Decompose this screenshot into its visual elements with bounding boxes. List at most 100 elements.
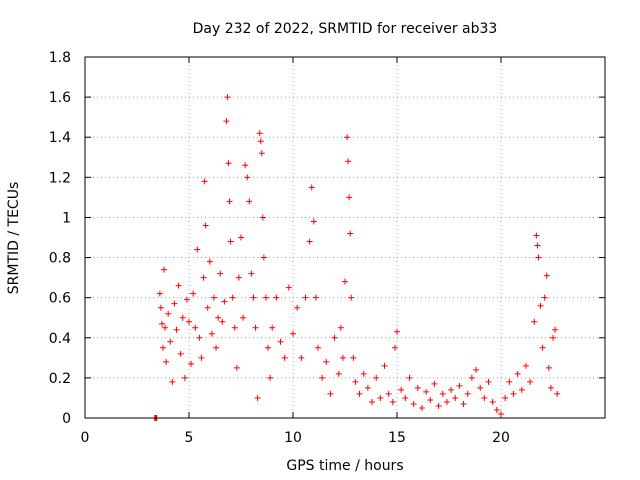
data-point	[314, 344, 321, 351]
data-point	[310, 218, 317, 225]
data-point	[229, 294, 236, 301]
data-point	[160, 344, 166, 351]
data-point	[233, 364, 240, 371]
data-point	[298, 354, 305, 361]
data-point	[410, 400, 417, 407]
y-axis-label: SRMTID / TECUs	[6, 182, 22, 295]
data-point	[543, 272, 550, 279]
data-point	[177, 350, 184, 357]
y-tick-label: 1.6	[49, 90, 71, 106]
data-point	[394, 328, 400, 335]
data-point	[337, 324, 344, 331]
data-point	[473, 366, 480, 373]
data-point	[485, 378, 492, 385]
data-point	[281, 354, 288, 361]
y-tick-label: 0.8	[49, 251, 71, 267]
data-point	[273, 294, 280, 301]
data-point	[377, 394, 384, 401]
data-point	[201, 178, 208, 185]
data-point	[381, 362, 388, 369]
data-point	[181, 374, 188, 381]
data-point	[464, 390, 471, 397]
data-point	[418, 404, 425, 411]
data-point	[539, 344, 546, 351]
data-point	[531, 318, 538, 325]
data-point	[186, 318, 192, 325]
data-point	[348, 294, 355, 301]
data-point	[235, 274, 242, 281]
data-point	[156, 290, 163, 297]
data-point	[163, 358, 170, 365]
data-point	[414, 384, 421, 391]
data-point	[265, 344, 272, 351]
data-point	[165, 310, 172, 317]
data-point	[352, 378, 359, 385]
data-point	[356, 390, 363, 397]
data-point	[162, 324, 169, 331]
data-point	[522, 362, 529, 369]
data-point	[254, 394, 261, 401]
data-point	[200, 274, 207, 281]
data-point	[215, 314, 222, 321]
x-tick-label: 5	[185, 430, 194, 446]
data-point	[402, 394, 409, 401]
data-point	[350, 354, 357, 361]
data-point	[312, 294, 319, 301]
y-tick-label: 0	[62, 411, 71, 427]
data-point	[545, 364, 552, 371]
data-point	[554, 390, 561, 397]
data-point	[427, 396, 434, 403]
data-point	[167, 338, 174, 345]
x-tick-label: 0	[81, 430, 90, 446]
data-point	[510, 390, 517, 397]
data-point	[231, 324, 238, 331]
data-point	[260, 254, 267, 261]
data-point	[369, 398, 376, 405]
data-point	[213, 344, 220, 351]
data-point	[257, 138, 264, 145]
data-point	[439, 390, 446, 397]
data-point	[518, 386, 525, 393]
data-point	[534, 242, 541, 249]
data-point	[206, 258, 213, 265]
data-point	[248, 270, 255, 277]
data-point	[250, 294, 257, 301]
chart-title: Day 232 of 2022, SRMTID for receiver ab3…	[193, 21, 498, 37]
data-point	[452, 394, 459, 401]
data-point	[541, 294, 548, 301]
data-point	[183, 296, 190, 303]
data-point	[219, 318, 226, 325]
data-point	[258, 150, 265, 157]
data-point	[285, 284, 292, 291]
data-point	[535, 254, 542, 261]
data-point	[344, 134, 351, 141]
data-point	[398, 386, 405, 393]
data-point	[169, 378, 176, 385]
data-point	[242, 162, 249, 169]
data-point	[225, 160, 232, 167]
data-point	[277, 338, 284, 345]
x-tick-label: 15	[388, 430, 406, 446]
data-point	[477, 384, 484, 391]
data-point	[221, 298, 228, 305]
data-point	[269, 324, 276, 331]
data-point	[217, 270, 224, 277]
data-point	[157, 304, 164, 311]
y-tick-label: 1.2	[49, 170, 71, 186]
grid-layer	[85, 57, 605, 418]
data-point	[306, 238, 313, 245]
data-point	[238, 234, 244, 241]
data-point	[196, 334, 203, 341]
data-point	[240, 314, 247, 321]
data-point	[192, 324, 199, 331]
data-point	[481, 394, 488, 401]
data-point	[502, 394, 509, 401]
x-tick-label: 10	[284, 430, 302, 446]
data-point	[331, 334, 338, 341]
data-point	[198, 354, 205, 361]
data-point	[498, 410, 504, 417]
data-point	[319, 374, 326, 381]
data-point	[323, 358, 330, 365]
data-point	[342, 278, 348, 285]
y-tick-label: 0.2	[49, 371, 71, 387]
